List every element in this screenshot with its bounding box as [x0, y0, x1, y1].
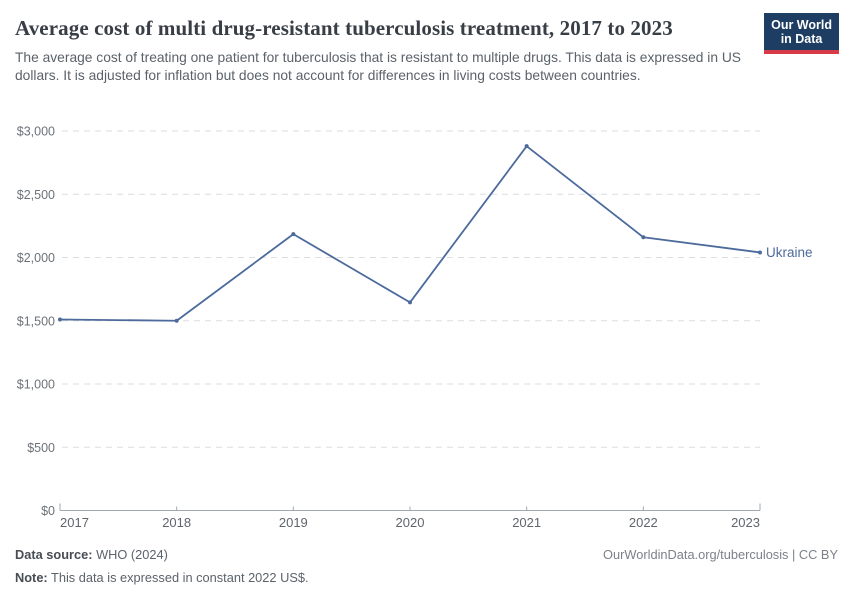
data-point-ukraine-2017: [58, 317, 62, 322]
owid-logo[interactable]: Our World in Data: [764, 13, 839, 54]
y-axis-tick-label: $3,000: [17, 125, 55, 139]
note-value: This data is expressed in constant 2022 …: [51, 570, 309, 585]
chart-header: Average cost of multi drug-resistant tub…: [15, 13, 835, 84]
footer-left: Data source: WHO (2024) Note: This data …: [15, 543, 309, 589]
data-source-line: Data source: WHO (2024): [15, 543, 309, 566]
y-axis-tick-label: $2,500: [17, 188, 55, 202]
x-axis-tick-label: 2017: [60, 515, 89, 530]
owid-logo-line2: in Data: [780, 32, 823, 46]
data-point-ukraine-2022: [641, 235, 646, 240]
y-axis-tick-label: $1,500: [17, 314, 55, 328]
y-axis-tick-label: $500: [27, 441, 55, 455]
y-axis-tick-label: $2,000: [17, 251, 55, 265]
chart-subtitle: The average cost of treating one patient…: [15, 50, 741, 83]
note-line: Note: This data is expressed in constant…: [15, 566, 309, 589]
chart-svg: $0 $500 $1,000 $1,500 $2,000 $2,500 $3,000 2017…: [17, 125, 813, 531]
data-point-ukraine-2023: [758, 250, 762, 255]
x-axis-tick-label: 2021: [512, 515, 541, 530]
data-point-ukraine-2018: [174, 318, 179, 323]
chart-footer: Data source: WHO (2024) Note: This data …: [15, 543, 838, 589]
data-point-ukraine-2021: [524, 144, 529, 149]
y-axis-tick-label: $0: [41, 504, 55, 518]
data-point-ukraine-2020: [408, 300, 412, 305]
chart-title: Average cost of multi drug-resistant tub…: [15, 16, 673, 40]
x-axis-tick-label: 2022: [629, 515, 658, 530]
attribution-link[interactable]: OurWorldinData.org/tuberculosis | CC BY: [603, 547, 838, 562]
x-axis-tick-label: 2019: [279, 515, 308, 530]
owid-logo-line1: Our World: [771, 18, 832, 32]
series-label-ukraine[interactable]: Ukraine: [766, 245, 813, 260]
x-axis-tick-label: 2018: [162, 515, 191, 530]
data-source-value: WHO (2024): [96, 547, 168, 562]
data-source-label: Data source:: [15, 547, 93, 562]
y-axis-tick-label: $1,000: [17, 378, 55, 392]
line-series-ukraine: [59, 145, 761, 322]
x-axis-tick-label: 2020: [396, 515, 425, 530]
data-point-ukraine-2019: [291, 232, 296, 237]
x-axis-tick-label: 2023: [731, 515, 760, 530]
note-label: Note:: [15, 570, 48, 585]
